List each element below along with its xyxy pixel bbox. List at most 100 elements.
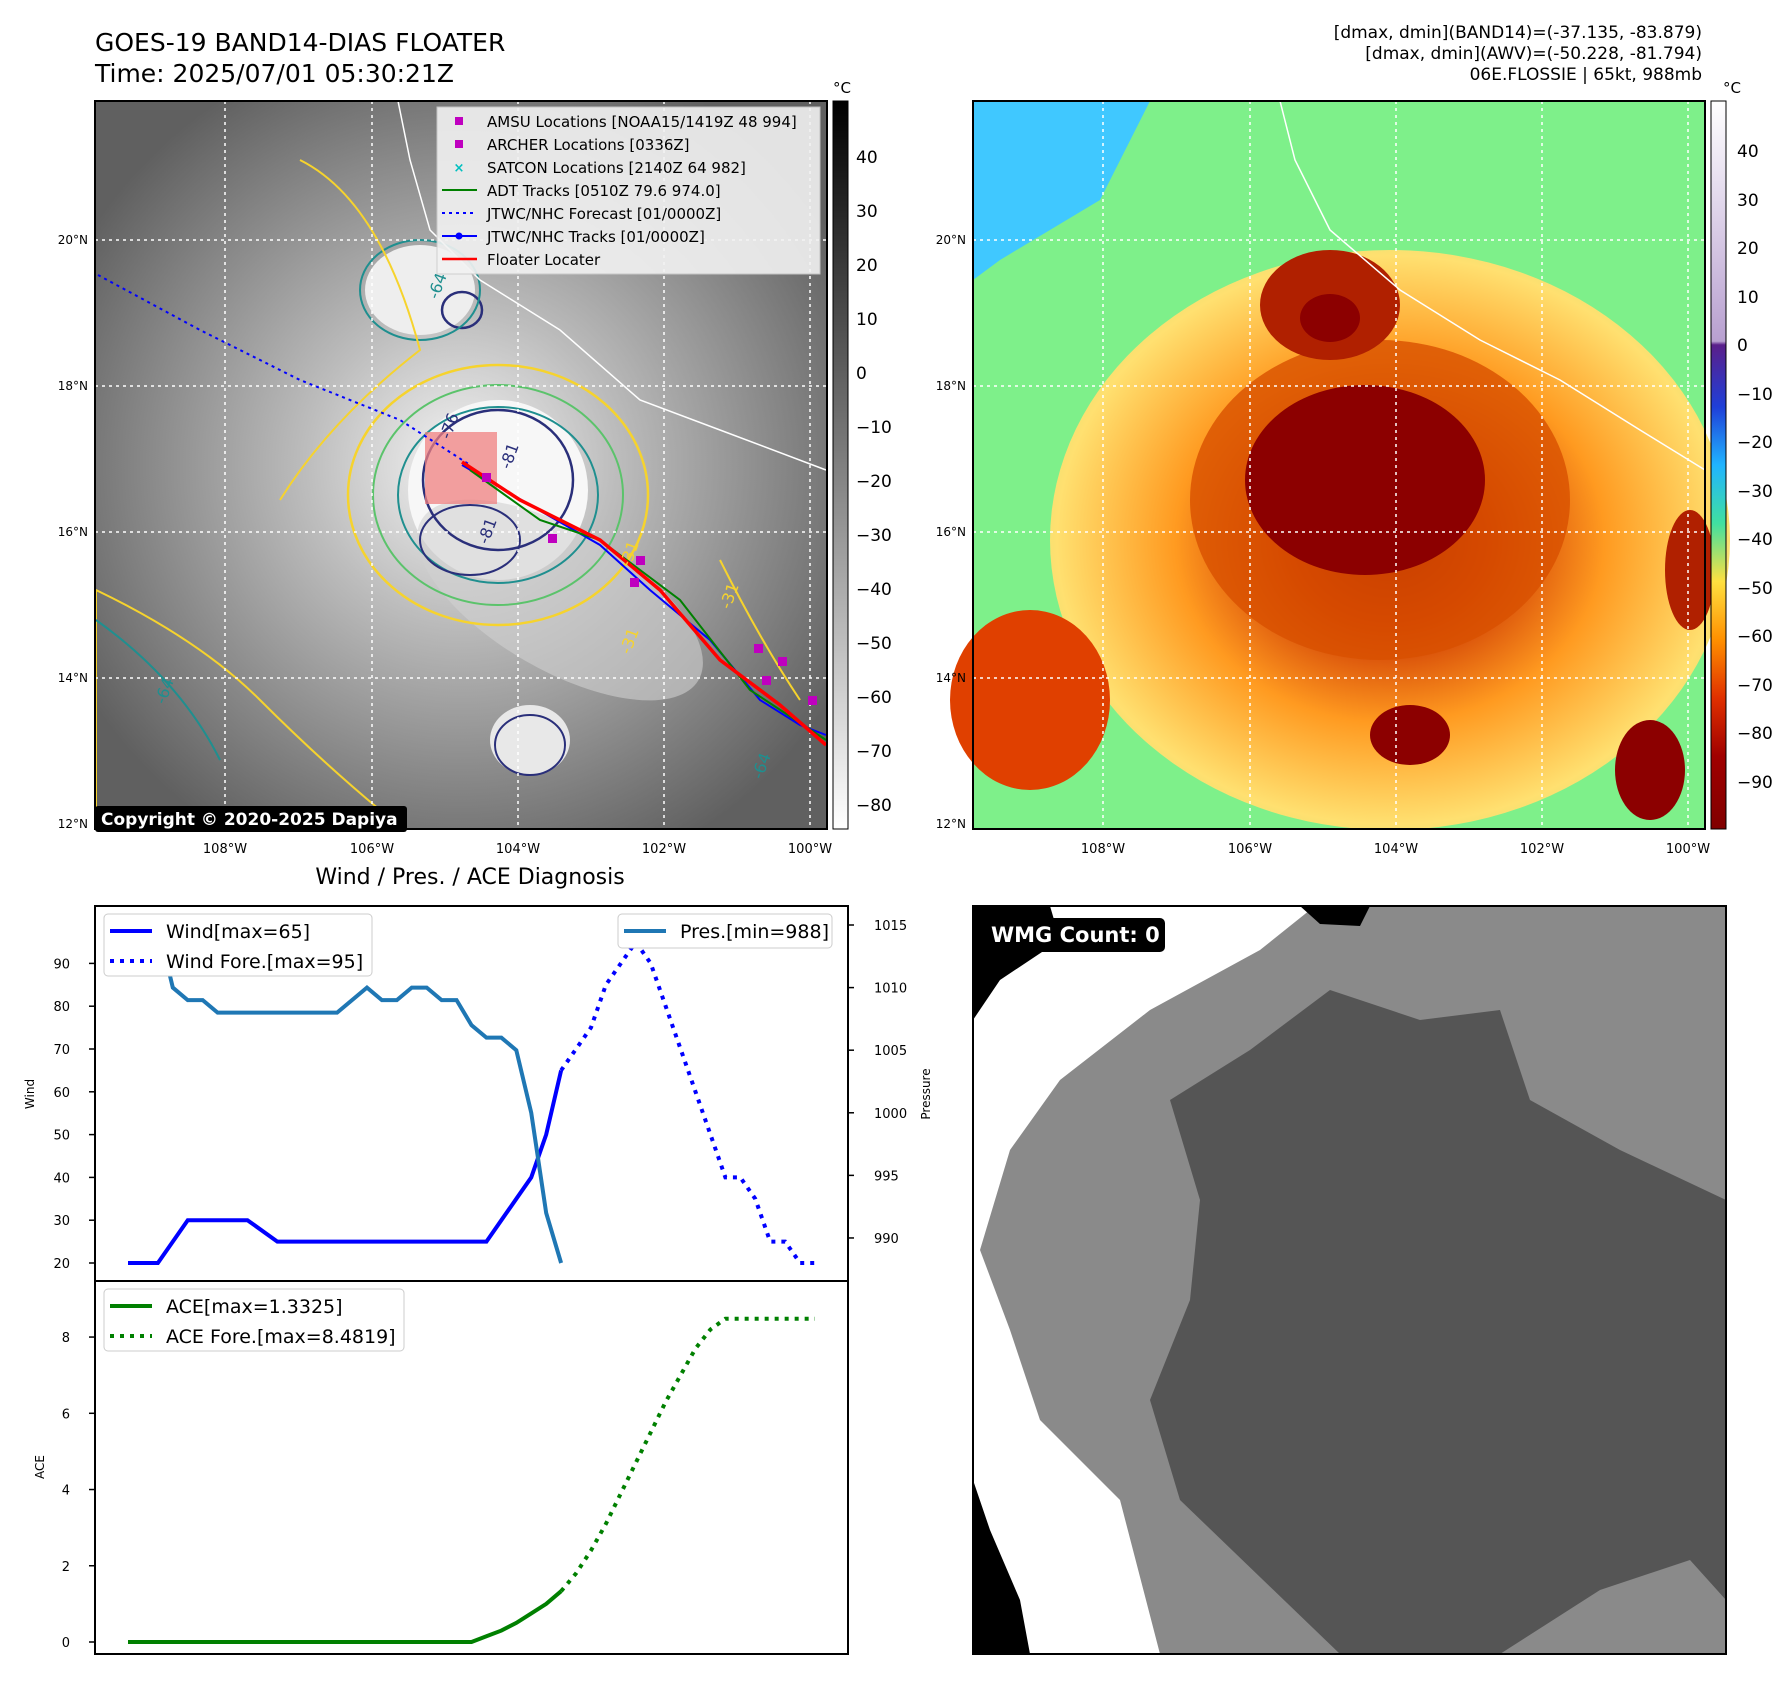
lat-label: 14°N (936, 671, 966, 685)
lon-label: 102°W (1520, 842, 1564, 857)
legend-item: JTWC/NHC Tracks [01/0000Z] (486, 228, 705, 246)
contour-ring (346, 363, 650, 627)
contour-line (719, 559, 801, 701)
colorbar-tick: 10 (1737, 288, 1759, 308)
lon-label: 102°W (642, 842, 686, 857)
y-tick-label: 40 (53, 1171, 70, 1186)
legend-satcon-marker: × (454, 161, 465, 176)
color-lat-labels: 20°N 18°N 16°N 14°N 12°N (936, 233, 966, 831)
colorbar-tick: 30 (856, 202, 878, 222)
amsu-markers (482, 473, 817, 705)
copyright-box (95, 806, 407, 832)
legend-item: JTWC/NHC Forecast [01/0000Z] (486, 205, 721, 223)
ace-axis-label: ACE (33, 1455, 47, 1479)
legend-archer-marker (455, 140, 463, 148)
color-gridlines (973, 101, 1705, 829)
y-tick-label: 50 (53, 1129, 70, 1144)
contour-ring (421, 408, 575, 552)
legend-item: AMSU Locations [NOAA15/1419Z 48 994] (487, 113, 797, 131)
lon-label: 100°W (788, 842, 832, 857)
colorbar-tick: −50 (856, 634, 892, 654)
dmax-awv-label: [dmax, dmin](AWV)=(-50.228, -81.794) (1365, 44, 1702, 64)
ace-series-line-1 (559, 1316, 815, 1593)
floater-box (425, 432, 497, 504)
lon-label: 106°W (1228, 842, 1272, 857)
ace-series (128, 1316, 815, 1644)
y2-tick-label: 995 (874, 1169, 899, 1184)
colorbar-tick: −50 (1737, 579, 1773, 599)
ace-chart: 8 6 4 2 0 ACE ACE[max=1.3325] ACE Fore.[max=… (33, 1280, 849, 1655)
wmg-black-sw (973, 1480, 1030, 1654)
colorbar-tick: 10 (856, 310, 878, 330)
lat-label: 18°N (58, 379, 88, 393)
diagnosis-title: Wind / Pres. / ACE Diagnosis (315, 865, 624, 890)
wmg-count: WMG Count: 0 (991, 923, 1160, 947)
color-colorbar-unit: °C (1723, 79, 1741, 97)
map-legend-box (436, 106, 821, 275)
pres-legend-box (617, 913, 833, 949)
wind-axis-label: Wind (23, 1079, 37, 1109)
ir-map-frame (94, 100, 828, 830)
colorbar-tick: −30 (1737, 482, 1773, 502)
lon-label: 104°W (496, 842, 540, 857)
colorbar-tick: 0 (1737, 336, 1748, 356)
colorbar-tick: −10 (856, 418, 892, 438)
legend-item: SATCON Locations [2140Z 64 982] (487, 159, 746, 177)
colorbar-tick: 40 (856, 148, 878, 168)
floater-track (461, 460, 828, 747)
color-colorbar: °C 40 30 20 10 0 −10 −20 −30 −40 −50 −60… (1710, 79, 1773, 830)
lon-label: 108°W (1081, 842, 1125, 857)
coastline (397, 100, 827, 471)
color-map-se-cell (1615, 720, 1685, 820)
color-map-south-cell (1370, 705, 1450, 765)
lon-label: 104°W (1374, 842, 1418, 857)
wind-legend-label: Wind[max=65] (166, 921, 310, 943)
lat-label: 20°N (936, 233, 966, 247)
wind-series (128, 923, 815, 1265)
series-line-0 (128, 1069, 564, 1265)
colorbar-tick: 40 (1737, 142, 1759, 162)
color-map-cold-region (973, 101, 1150, 280)
contour-ring (419, 504, 521, 576)
lon-label: 108°W (203, 842, 247, 857)
lon-label: 106°W (350, 842, 394, 857)
ir-colorbar-unit: °C (833, 79, 851, 97)
y2-tick-label: 1005 (874, 1044, 907, 1059)
y-tick-label: 2 (62, 1560, 70, 1575)
y-tick-label: 90 (53, 957, 70, 972)
wmg-frame (972, 905, 1727, 1655)
wind-fore-legend-label: Wind Fore.[max=95] (166, 951, 363, 973)
color-map-storm-core (1245, 385, 1485, 575)
wmg-count-badge (983, 918, 1165, 952)
contour-line (95, 619, 221, 761)
legend-track-dot (455, 232, 463, 240)
contour-line (95, 588, 383, 811)
lat-label: 18°N (936, 379, 966, 393)
color-map-frame (972, 100, 1706, 830)
ir-colorbar-strip (832, 100, 849, 830)
jtwc-forecast-track (97, 274, 471, 466)
wind-legend-box (103, 913, 373, 977)
y2-tick-label: 1010 (874, 982, 907, 997)
colorbar-tick: −20 (1737, 433, 1773, 453)
wmg-panel: WMG Count: 0 (972, 905, 1727, 1655)
colorbar-tick: −10 (1737, 385, 1773, 405)
y-tick-label: 6 (62, 1407, 70, 1422)
colorbar-tick: −60 (856, 688, 892, 708)
y2-tick-label: 1015 (874, 919, 907, 934)
y-tick-label: 70 (53, 1043, 70, 1058)
lat-label: 16°N (936, 525, 966, 539)
lat-label: 14°N (58, 671, 88, 685)
legend-amsu-marker (455, 117, 463, 125)
series-line-1 (559, 938, 815, 1265)
figure-title: GOES-19 BAND14-DIAS FLOATER (95, 28, 505, 57)
figure-time: Time: 2025/07/01 05:30:21Z (94, 59, 454, 88)
color-map-sw-cell (950, 610, 1110, 790)
wind-y-ticks: 90 80 70 60 50 40 30 20 (53, 957, 95, 1272)
storm-label: 06E.FLOSSIE | 65kt, 988mb (1470, 65, 1702, 85)
colorbar-tick: −80 (1737, 724, 1773, 744)
color-map-panel (950, 100, 1730, 830)
colorbar-tick: −70 (1737, 676, 1773, 696)
y-tick-label: 8 (62, 1331, 70, 1346)
colorbar-tick: −70 (856, 742, 892, 762)
